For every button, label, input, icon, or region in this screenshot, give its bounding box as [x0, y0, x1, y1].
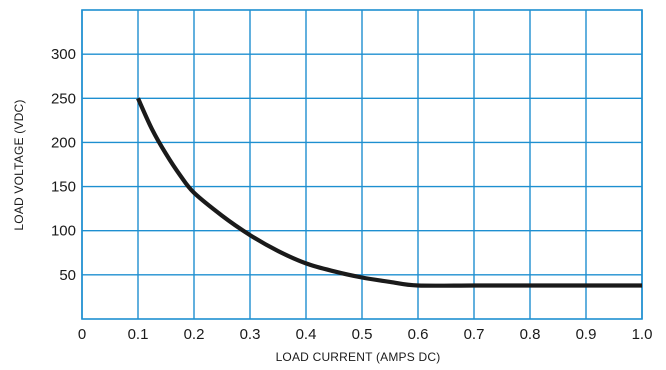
y-tick-label: 300 — [51, 46, 76, 63]
y-tick-label: 150 — [51, 179, 76, 196]
x-tick-label: 0.7 — [464, 326, 485, 343]
y-tick-labels: 50 100 150 200 250 300 — [51, 46, 76, 284]
x-tick-label: 0.5 — [352, 326, 373, 343]
x-tick-labels: 0 0.1 0.2 0.3 0.4 0.5 0.6 0.7 0.8 0.9 1.0 — [78, 326, 653, 343]
x-axis-label: LOAD CURRENT (AMPS DC) — [276, 350, 441, 364]
series-layer — [136, 97, 642, 288]
x-tick-label: 0.1 — [128, 326, 149, 343]
y-tick-label: 100 — [51, 223, 76, 240]
x-tick-label: 1.0 — [632, 326, 653, 343]
x-tick-label: 0.9 — [576, 326, 597, 343]
x-tick-label: 0.3 — [240, 326, 261, 343]
y-tick-label: 50 — [59, 267, 76, 284]
series-line — [136, 97, 642, 288]
y-tick-label: 200 — [51, 134, 76, 151]
x-tick-label: 0.4 — [296, 326, 317, 343]
y-tick-label: 250 — [51, 90, 76, 107]
x-tick-label: 0 — [78, 326, 86, 343]
grid — [81, 9, 643, 320]
plot-border — [81, 9, 643, 320]
x-tick-label: 0.8 — [520, 326, 541, 343]
y-axis-label: LOAD VOLTAGE (VDC) — [12, 99, 26, 230]
x-tick-label: 0.2 — [184, 326, 205, 343]
x-tick-label: 0.6 — [408, 326, 429, 343]
